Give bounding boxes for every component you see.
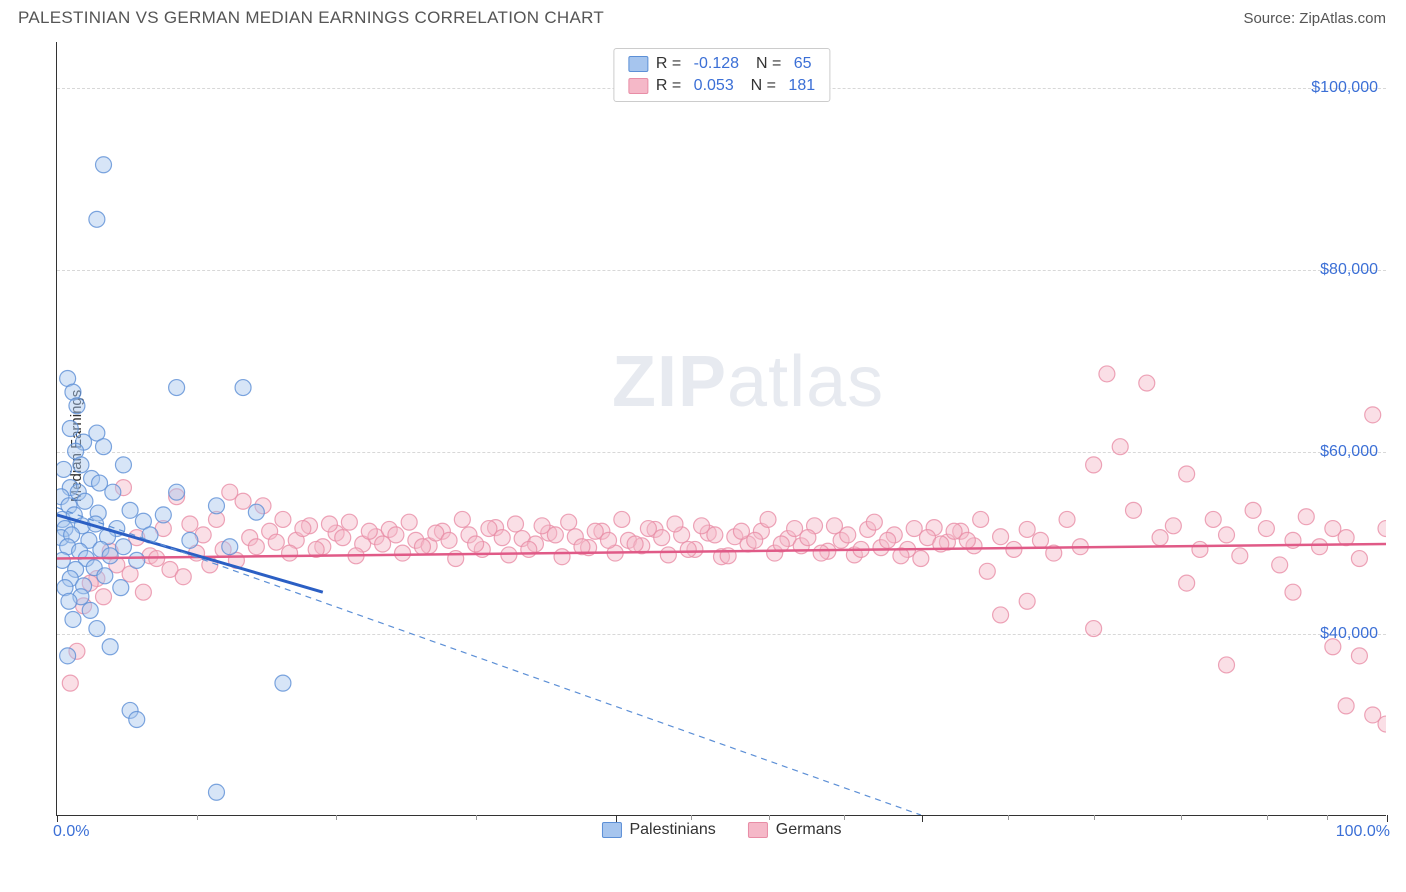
chart-title: PALESTINIAN VS GERMAN MEDIAN EARNINGS CO… <box>18 8 604 28</box>
legend-label-germans: Germans <box>776 821 842 839</box>
chart-container: Median Earnings ZIPatlas $40,000$60,000$… <box>18 36 1386 856</box>
x-axis-max-label: 100.0% <box>1336 823 1390 841</box>
n-value-palestinians: 65 <box>794 55 812 73</box>
n-label: N = <box>742 77 781 95</box>
swatch-germans <box>628 78 648 94</box>
stats-row-germans: R = 0.053 N = 181 <box>628 75 815 97</box>
scatter-svg <box>57 42 1386 815</box>
series-legend: Palestinians Germans <box>601 821 841 839</box>
chart-header: PALESTINIAN VS GERMAN MEDIAN EARNINGS CO… <box>0 0 1406 36</box>
x-axis-min-label: 0.0% <box>53 823 89 841</box>
plot-area: ZIPatlas $40,000$60,000$80,000$100,000 0… <box>56 42 1386 816</box>
legend-item-germans: Germans <box>748 821 842 839</box>
r-label: R = <box>656 77 686 95</box>
stats-legend: R = -0.128 N = 65 R = 0.053 N = 181 <box>613 48 830 102</box>
r-value-germans: 0.053 <box>694 77 734 95</box>
n-label: N = <box>747 55 786 73</box>
r-value-palestinians: -0.128 <box>694 55 739 73</box>
swatch-palestinians-icon <box>601 822 621 838</box>
swatch-germans-icon <box>748 822 768 838</box>
source-attribution: Source: ZipAtlas.com <box>1243 10 1386 27</box>
n-value-germans: 181 <box>788 77 815 95</box>
r-label: R = <box>656 55 686 73</box>
legend-item-palestinians: Palestinians <box>601 821 715 839</box>
stats-row-palestinians: R = -0.128 N = 65 <box>628 53 815 75</box>
legend-label-palestinians: Palestinians <box>629 821 715 839</box>
swatch-palestinians <box>628 56 648 72</box>
